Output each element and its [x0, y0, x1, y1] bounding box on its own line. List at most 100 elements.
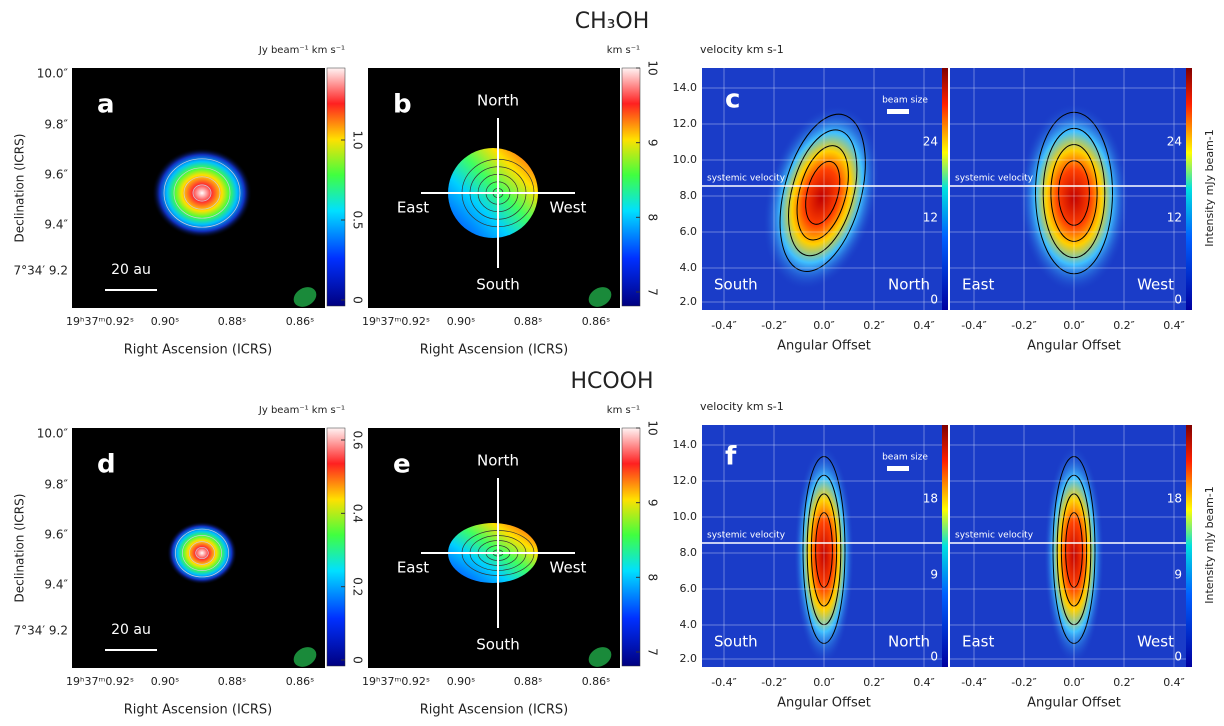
systemic-label: systemic velocity [707, 531, 786, 541]
colorbar-tick-label: 7 [646, 288, 660, 296]
pv-y-tick-label: 12.0 [673, 474, 698, 487]
panel-label: a [97, 90, 115, 120]
pv-y-tick-label: 8.0 [680, 189, 698, 202]
pv-dir-right: West [1137, 276, 1174, 294]
contour [806, 474, 842, 626]
pv-x-tick-label: 0.4″ [913, 676, 935, 689]
colorbar-tick-label: 0 [351, 656, 365, 664]
contour [1060, 493, 1088, 607]
panel-label: e [393, 450, 411, 480]
dir-north: North [477, 452, 519, 470]
beam-bar [887, 109, 909, 114]
dir-west: West [550, 559, 587, 577]
dec-tick-label: 9.8″ [44, 118, 68, 132]
pv-y-tick-label: 14.0 [673, 81, 698, 94]
panel-label: b [393, 90, 412, 120]
dir-south: South [476, 276, 520, 294]
intensity-tick-label: 9 [930, 568, 938, 582]
pv-x-tick-label: 0.0″ [1063, 319, 1085, 332]
intensity-tick-label: 0 [930, 293, 938, 307]
pv-dir-left: East [962, 276, 994, 294]
pv-y-tick-label: 8.0 [680, 546, 698, 559]
pv-x-tick-label: -0.4″ [711, 676, 737, 689]
pv-y-tick-label: 2.0 [680, 295, 698, 308]
colorbar-title: Jy beam⁻¹ km s⁻¹ [258, 405, 345, 416]
ra-tick-label: 0.88ˢ [218, 675, 247, 688]
dec-axis-label: Declination (ICRS) [13, 494, 27, 603]
dir-north: North [477, 92, 519, 110]
colorbar-title: km s⁻¹ [607, 45, 640, 56]
contour [182, 535, 222, 571]
dir-east: East [397, 559, 429, 577]
intensity-title: Intensity mJy beam-1 [1203, 486, 1216, 604]
pv-emission [1019, 103, 1129, 293]
pv-emission [794, 445, 854, 665]
colorbar [621, 67, 641, 307]
contour [796, 145, 849, 241]
pv-y-tick-label: 12.0 [673, 117, 698, 130]
systemic-label: systemic velocity [707, 174, 786, 184]
dec-tick-label: 9.4″ [44, 218, 68, 232]
ra-tick-label: 0.88ˢ [218, 315, 247, 328]
pv-y-tick-label: 6.0 [680, 582, 698, 595]
dec-tick-label: 10.0″ [37, 67, 69, 81]
ra-tick-label: 0.90ˢ [447, 675, 476, 688]
panel-label: f [725, 442, 737, 472]
pv-y-tick-label: 2.0 [680, 652, 698, 665]
pv-x-tick-label: 0.2″ [1113, 319, 1135, 332]
pv-y-tick-label: 14.0 [673, 438, 698, 451]
pv-dir-right: West [1137, 633, 1174, 651]
pv-x-label: Angular Offset [1027, 696, 1121, 711]
contour [779, 113, 866, 272]
pv-y-tick-label: 4.0 [680, 261, 698, 274]
scale-bar-label: 20 au [111, 262, 151, 278]
ra-axis-label: Right Ascension (ICRS) [124, 343, 272, 358]
contour [1056, 474, 1092, 626]
intensity-tick-label: 0 [1174, 650, 1182, 664]
colorbar-tick-label: 8 [646, 214, 660, 222]
contour [815, 512, 833, 588]
pv-x-tick-label: -0.2″ [761, 676, 787, 689]
emission-blob [167, 521, 237, 585]
colorbar-tick-label: 9 [646, 139, 660, 147]
colorbar-tick-label: 1.0 [351, 130, 365, 149]
intensity-tick-label: 12 [1167, 211, 1182, 225]
intensity-tick-label: 24 [923, 135, 938, 149]
pv-colorbar [942, 68, 948, 310]
colorbar-tick-label: 0.2 [351, 577, 365, 596]
dec-tick-label: 7°34′ 9.2 [13, 624, 68, 638]
ra-tick-label: 19ʰ37ᵐ0.92ˢ [66, 315, 134, 328]
colorbar-tick-label: 0.6 [351, 430, 365, 449]
beam-bar [887, 466, 909, 471]
ra-tick-label: 0.86ˢ [286, 315, 315, 328]
pv-emission [762, 104, 880, 291]
pv-x-tick-label: -0.4″ [711, 319, 737, 332]
intensity-tick-label: 12 [923, 211, 938, 225]
panel-label: d [97, 450, 116, 480]
pv-dir-right: North [888, 276, 930, 294]
beam [293, 287, 317, 307]
pv-x-tick-label: -0.4″ [961, 676, 987, 689]
pv-y-title: velocity km s-1 [700, 43, 784, 56]
pv-x-tick-label: 0.2″ [1113, 676, 1135, 689]
pv-y-tick-label: 6.0 [680, 225, 698, 238]
ra-tick-label: 0.90ˢ [447, 315, 476, 328]
ra-axis-label: Right Ascension (ICRS) [420, 703, 568, 718]
colorbar-title: Jy beam⁻¹ km s⁻¹ [258, 45, 345, 56]
pv-y-tick-label: 10.0 [673, 510, 698, 523]
intensity-tick-label: 0 [930, 650, 938, 664]
colorbar-tick-label: 0.4 [351, 504, 365, 523]
ra-tick-label: 0.90ˢ [151, 315, 180, 328]
colorbar-tick-label: 10 [646, 60, 660, 75]
ra-axis-label: Right Ascension (ICRS) [124, 703, 272, 718]
colorbar-tick-label: 0.5 [351, 210, 365, 229]
pv-colorbar [1186, 68, 1192, 310]
dir-west: West [550, 199, 587, 217]
pv-x-tick-label: 0.0″ [813, 319, 835, 332]
contour [173, 167, 231, 219]
panel-label: c [725, 85, 740, 115]
contour [1050, 144, 1098, 242]
colorbar [326, 427, 346, 667]
pv-emission [1044, 445, 1104, 665]
ra-tick-label: 0.86ˢ [582, 675, 611, 688]
